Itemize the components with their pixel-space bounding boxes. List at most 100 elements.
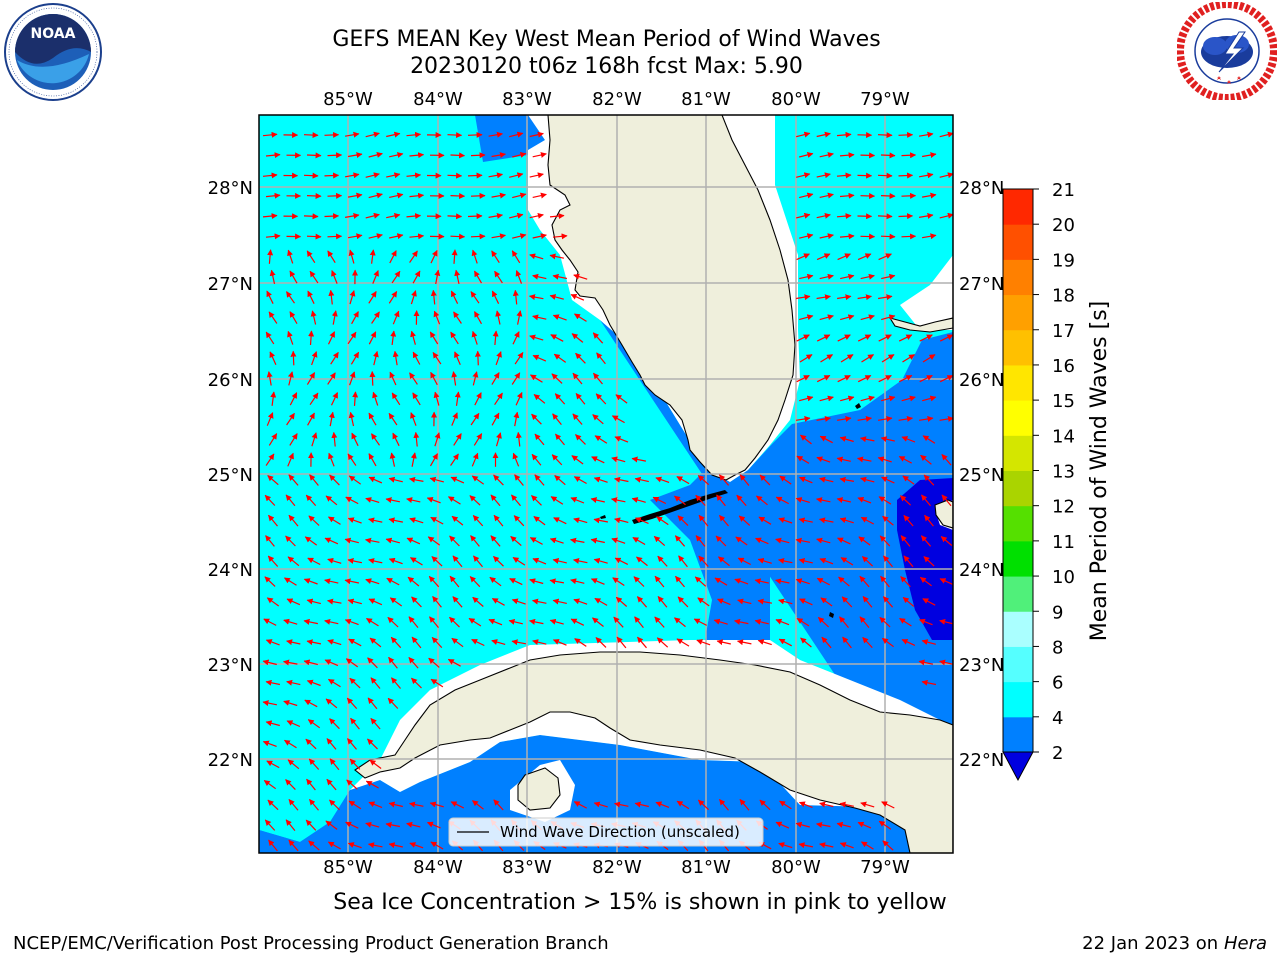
lat-label-left: 26°N — [208, 370, 253, 391]
wave-direction-arrow — [328, 452, 335, 467]
wave-direction-arrow — [634, 801, 649, 808]
wave-direction-arrow — [495, 351, 502, 366]
wave-direction-arrow — [411, 636, 422, 649]
wave-direction-arrow — [306, 679, 321, 687]
wave-direction-arrow — [591, 456, 605, 464]
wave-direction-arrow — [406, 131, 422, 138]
wave-direction-arrow — [837, 334, 851, 342]
wave-direction-arrow — [371, 311, 380, 324]
wave-direction-arrow — [676, 638, 690, 647]
wave-direction-arrow — [426, 821, 441, 829]
wave-direction-arrow — [836, 213, 852, 220]
wave-direction-arrow — [269, 351, 277, 365]
wave-direction-arrow — [836, 131, 852, 138]
wave-direction-arrow — [410, 412, 417, 426]
wave-direction-arrow — [347, 558, 363, 564]
wave-direction-arrow — [262, 131, 278, 138]
wave-direction-arrow — [365, 617, 379, 627]
wave-direction-arrow — [269, 269, 276, 285]
wave-direction-arrow — [857, 415, 872, 422]
wave-direction-arrow — [324, 578, 339, 585]
wave-direction-arrow — [549, 537, 564, 544]
wave-direction-arrow — [898, 455, 912, 464]
wave-direction-arrow — [285, 535, 296, 547]
wave-direction-arrow — [594, 597, 608, 606]
wave-direction-arrow — [406, 172, 422, 179]
wave-direction-arrow — [331, 431, 338, 447]
wave-direction-arrow — [368, 151, 383, 158]
wave-direction-arrow — [348, 800, 362, 810]
wave-direction-arrow — [472, 371, 479, 386]
wave-direction-arrow — [451, 637, 464, 648]
wave-direction-arrow — [757, 598, 773, 605]
wave-direction-arrow — [697, 475, 710, 486]
wave-direction-arrow — [839, 233, 855, 240]
wave-direction-arrow — [939, 374, 953, 383]
wave-direction-arrow — [388, 557, 403, 565]
wave-direction-arrow — [327, 598, 342, 605]
wave-direction-arrow — [309, 799, 319, 811]
colorbar-extend — [1002, 751, 1034, 782]
wave-direction-arrow — [656, 516, 669, 526]
wave-direction-arrow — [491, 250, 500, 264]
wave-direction-arrow — [573, 517, 588, 524]
wave-direction-arrow — [491, 597, 505, 606]
wave-direction-arrow — [447, 172, 463, 179]
wave-direction-arrow — [514, 474, 524, 486]
wave-direction-arrow — [453, 311, 462, 324]
wave-direction-arrow — [386, 172, 401, 179]
wave-direction-arrow — [474, 350, 481, 366]
wave-direction-arrow — [552, 598, 567, 605]
wave-direction-arrow — [447, 658, 461, 667]
wave-direction-arrow — [655, 801, 670, 808]
wave-direction-arrow — [857, 334, 872, 342]
wave-direction-arrow — [839, 192, 855, 199]
wave-direction-arrow — [429, 476, 444, 483]
wave-direction-arrow — [880, 152, 896, 159]
wave-direction-arrow — [350, 351, 360, 365]
wave-direction-arrow — [880, 575, 890, 588]
wave-direction-arrow — [262, 172, 278, 179]
wave-direction-arrow — [491, 412, 500, 426]
wave-direction-arrow — [371, 433, 380, 446]
wave-direction-arrow — [816, 334, 831, 342]
wave-direction-arrow — [386, 577, 400, 586]
legend-label: Wind Wave Direction (unscaled) — [500, 823, 740, 841]
wave-direction-arrow — [428, 657, 440, 668]
wave-direction-arrow — [819, 152, 834, 158]
wave-direction-arrow — [796, 294, 811, 301]
lat-label-right: 22°N — [959, 750, 1004, 771]
wave-direction-arrow — [737, 557, 751, 566]
lon-label-top: 79°W — [860, 89, 910, 110]
wave-direction-arrow — [308, 515, 320, 526]
wave-direction-arrow — [430, 516, 444, 525]
wave-direction-arrow — [368, 192, 383, 199]
wave-direction-arrow — [718, 556, 730, 567]
wave-direction-arrow — [654, 616, 665, 628]
wave-direction-arrow — [880, 192, 896, 199]
wave-direction-arrow — [264, 576, 276, 587]
wave-direction-arrow — [799, 354, 813, 363]
wave-direction-arrow — [350, 717, 360, 730]
wave-direction-arrow — [859, 616, 870, 628]
wave-direction-arrow — [718, 474, 730, 486]
wave-direction-arrow — [534, 474, 545, 486]
wave-direction-arrow — [549, 213, 565, 220]
wave-direction-arrow — [347, 331, 357, 345]
wave-direction-arrow — [303, 172, 319, 179]
wave-direction-arrow — [819, 233, 834, 240]
wave-direction-arrow — [631, 456, 647, 463]
wave-direction-arrow — [352, 391, 359, 406]
wave-direction-arrow — [368, 233, 383, 240]
wave-direction-arrow — [512, 289, 519, 305]
wave-direction-arrow — [799, 192, 814, 199]
wave-direction-arrow — [391, 677, 401, 689]
wave-direction-arrow — [836, 497, 851, 503]
lon-label-bottom: 82°W — [592, 857, 642, 878]
wave-direction-arrow — [511, 639, 527, 646]
wave-direction-arrow — [837, 374, 851, 383]
wave-direction-arrow — [303, 132, 319, 139]
wave-direction-arrow — [473, 433, 483, 446]
wave-direction-arrow — [509, 172, 524, 179]
wave-direction-arrow — [330, 392, 339, 406]
